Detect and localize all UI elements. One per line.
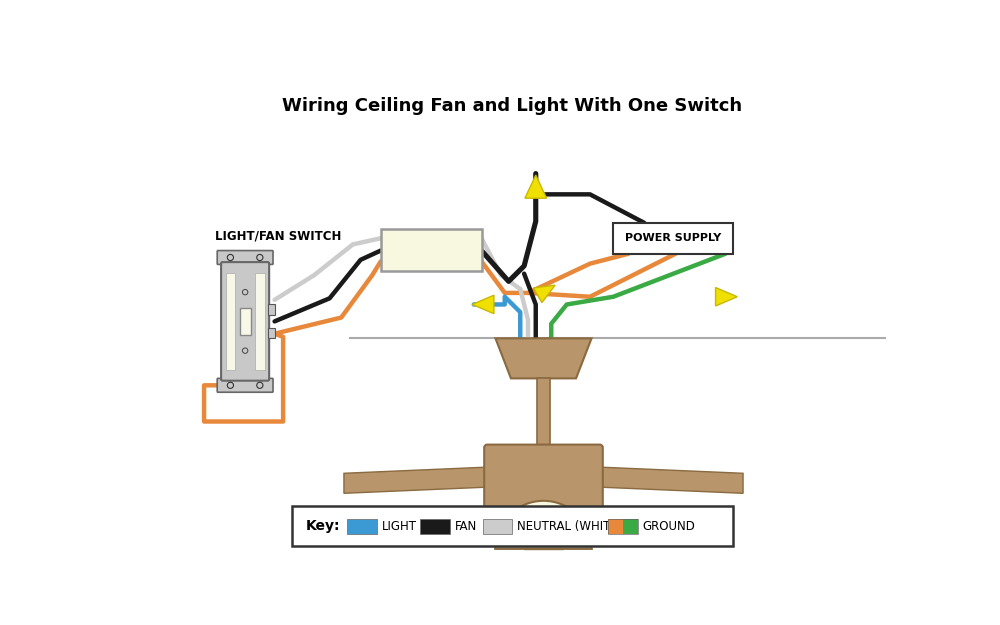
Bar bbox=[381, 229, 482, 271]
Polygon shape bbox=[344, 467, 487, 493]
Polygon shape bbox=[525, 175, 547, 198]
Text: GROUND: GROUND bbox=[642, 520, 695, 532]
Polygon shape bbox=[600, 467, 743, 493]
Polygon shape bbox=[495, 338, 592, 378]
Polygon shape bbox=[716, 288, 737, 306]
Bar bbox=[268, 304, 275, 315]
Bar bbox=[535, 513, 552, 535]
Polygon shape bbox=[533, 285, 555, 302]
FancyBboxPatch shape bbox=[221, 262, 269, 381]
Polygon shape bbox=[472, 295, 494, 314]
Bar bbox=[537, 378, 550, 448]
Bar bbox=[524, 535, 563, 549]
Wedge shape bbox=[495, 501, 592, 549]
Text: Key:: Key: bbox=[306, 519, 340, 533]
Text: NEUTRAL (WHITE): NEUTRAL (WHITE) bbox=[517, 520, 622, 532]
Bar bbox=[420, 519, 450, 534]
Bar bbox=[608, 519, 623, 534]
Bar bbox=[226, 273, 235, 370]
Bar bbox=[255, 273, 264, 370]
Bar bbox=[483, 519, 512, 534]
Bar bbox=[608, 519, 638, 534]
Text: LIGHT/FAN SWITCH: LIGHT/FAN SWITCH bbox=[215, 229, 341, 242]
Text: POWER SUPPLY: POWER SUPPLY bbox=[625, 233, 721, 243]
Bar bbox=[613, 223, 733, 254]
Text: LIGHT: LIGHT bbox=[382, 520, 417, 532]
Bar bbox=[240, 308, 251, 335]
FancyBboxPatch shape bbox=[484, 444, 603, 516]
Text: Wiring Ceiling Fan and Light With One Switch: Wiring Ceiling Fan and Light With One Sw… bbox=[282, 96, 743, 114]
FancyBboxPatch shape bbox=[217, 251, 273, 264]
Bar bbox=[623, 519, 638, 534]
Text: FAN: FAN bbox=[454, 520, 477, 532]
Bar bbox=[292, 506, 733, 546]
Bar bbox=[347, 519, 377, 534]
Bar bbox=[268, 328, 275, 338]
FancyBboxPatch shape bbox=[217, 378, 273, 392]
